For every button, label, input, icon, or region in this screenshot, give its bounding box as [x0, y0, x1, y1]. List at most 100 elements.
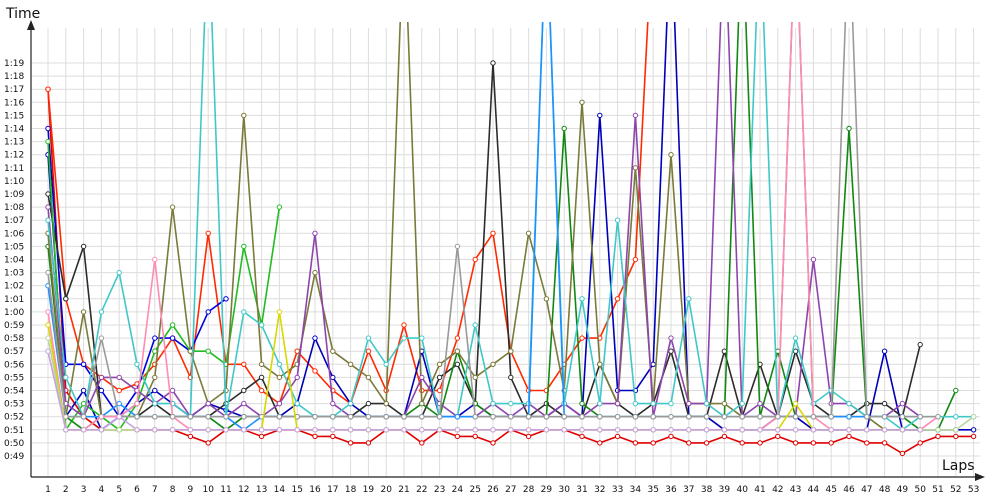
data-point	[472, 374, 478, 381]
data-point	[152, 400, 158, 407]
data-point	[241, 361, 247, 367]
data-point	[294, 427, 300, 433]
data-point	[98, 309, 105, 315]
data-point	[828, 427, 834, 433]
x-tick-label: 41	[754, 485, 765, 495]
data-point	[579, 400, 585, 407]
data-point	[668, 400, 674, 407]
data-point	[169, 204, 176, 210]
x-tick-label: 28	[523, 485, 535, 495]
data-point	[739, 427, 745, 433]
x-tick-label: 10	[202, 485, 214, 495]
data-point	[490, 414, 496, 420]
x-tick-label: 35	[647, 485, 658, 495]
x-tick-label: 17	[327, 485, 338, 495]
y-tick-label: 1:17	[4, 85, 24, 95]
data-point	[597, 414, 603, 420]
y-tick-label: 0:59	[4, 321, 24, 331]
data-point	[187, 427, 194, 433]
data-point	[828, 414, 834, 420]
data-point	[312, 335, 318, 341]
data-point	[169, 414, 176, 420]
data-point	[525, 230, 532, 237]
x-tick-label: 37	[683, 485, 694, 495]
x-tick-label: 43	[790, 485, 801, 495]
data-point	[703, 400, 710, 407]
data-point	[686, 414, 692, 420]
x-tick-label: 32	[594, 485, 605, 495]
data-point	[152, 387, 158, 394]
data-point	[134, 427, 140, 433]
data-point	[739, 414, 745, 420]
data-point	[116, 269, 122, 276]
data-point	[525, 427, 532, 433]
data-point	[508, 348, 514, 354]
x-tick-label: 11	[220, 485, 231, 495]
data-point	[810, 440, 817, 446]
data-point	[454, 361, 461, 367]
x-tick-label: 40	[736, 485, 748, 495]
x-tick-label: 45	[825, 485, 836, 495]
data-point	[276, 374, 283, 381]
x-tick-label: 53	[968, 485, 979, 495]
data-point	[543, 296, 550, 302]
y-tick-label: 0:49	[4, 452, 24, 462]
x-tick-label: 5	[116, 485, 122, 495]
data-point	[917, 427, 923, 433]
data-point	[579, 99, 585, 106]
data-point	[98, 427, 105, 433]
x-tick-label: 12	[238, 485, 249, 495]
data-point	[472, 414, 478, 420]
data-point	[258, 374, 265, 381]
data-point	[383, 427, 389, 433]
data-point	[241, 414, 247, 420]
data-point	[632, 165, 639, 171]
x-axis-title: Laps	[942, 458, 975, 474]
data-point	[276, 204, 283, 210]
data-point	[508, 374, 514, 381]
data-point	[258, 387, 265, 394]
x-tick-label: 50	[914, 485, 926, 495]
data-point	[686, 296, 692, 302]
data-point	[775, 414, 781, 420]
y-tick-label: 1:07	[4, 216, 24, 226]
data-point	[846, 125, 852, 132]
data-point	[864, 427, 870, 433]
data-point	[401, 414, 407, 420]
data-point	[703, 427, 710, 433]
data-point	[899, 450, 906, 457]
data-point	[330, 414, 336, 420]
data-point	[881, 427, 888, 433]
x-tick-label: 24	[452, 485, 464, 495]
x-tick-label: 15	[291, 485, 302, 495]
y-tick-label: 0:57	[4, 347, 24, 357]
data-point	[881, 414, 888, 420]
data-point	[881, 400, 888, 407]
x-tick-label: 27	[505, 485, 516, 495]
data-point	[543, 427, 550, 433]
data-point	[401, 335, 407, 341]
data-point	[614, 433, 621, 440]
data-point	[614, 296, 621, 302]
data-point	[543, 414, 550, 420]
data-point	[365, 414, 372, 420]
y-tick-labels: 0:49 0:50 0:51 0:52 0:53 0:54 0:55 0:56 0:57 0:58…	[4, 59, 24, 462]
data-point	[383, 414, 389, 420]
data-point	[757, 427, 763, 433]
data-point	[45, 348, 51, 354]
data-point	[258, 361, 265, 367]
data-point	[205, 427, 211, 433]
x-tick-label: 31	[576, 485, 587, 495]
data-point	[152, 427, 158, 433]
x-tick-label: 19	[363, 485, 375, 495]
y-axis-arrow	[27, 20, 35, 30]
data-point	[330, 400, 336, 407]
data-point	[579, 433, 585, 440]
data-point	[152, 348, 158, 354]
x-tick-label: 23	[434, 485, 445, 495]
data-point	[703, 414, 710, 420]
data-point	[561, 427, 567, 433]
data-point	[330, 427, 336, 433]
y-tick-label: 0:53	[4, 400, 24, 410]
y-tick-label: 1:08	[4, 203, 24, 213]
